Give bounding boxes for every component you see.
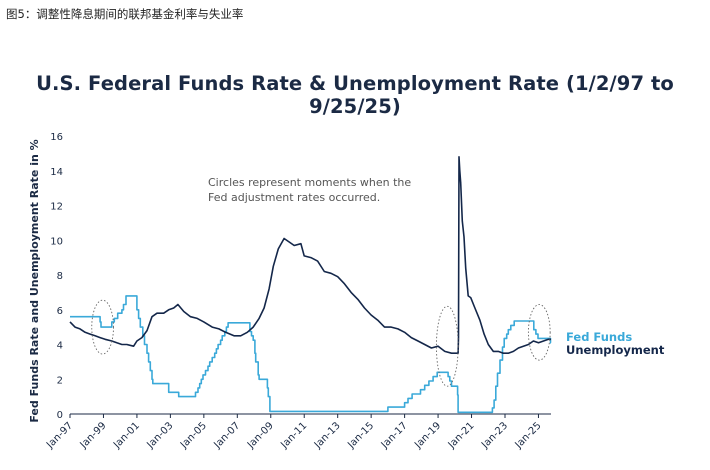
y-tick-label: 0	[57, 410, 63, 421]
x-tick-label: Jan-25	[513, 420, 544, 451]
series-line-unemployment	[69, 156, 551, 354]
y-tick-label: 12	[50, 202, 63, 213]
x-tick-label: Jan-13	[312, 420, 343, 451]
x-axis-ticks: Jan-97 Jan-99 Jan-01 Jan-03 Jan-05 Jan-07 Jan-…	[44, 414, 544, 451]
legend-unemployment: Unemployment	[566, 343, 665, 357]
y-axis-ticks: 0 2 4 6 8 10 12 14 16	[50, 132, 63, 421]
x-tick-label: Jan-01	[111, 420, 142, 451]
annotation-circle	[527, 304, 551, 361]
series-group	[69, 156, 552, 414]
x-tick-label: Jan-09	[245, 420, 276, 451]
x-tick-label: Jan-97	[44, 420, 75, 451]
x-tick-label: Jan-19	[412, 420, 443, 451]
y-tick-label: 10	[50, 236, 63, 247]
y-tick-label: 14	[50, 167, 63, 178]
x-tick-label: Jan-11	[278, 420, 309, 451]
x-tick-label: Jan-15	[345, 420, 376, 451]
y-axis-label: Fed Funds Rate and Unemployment Rate in …	[28, 139, 41, 422]
chart-title: U.S. Federal Funds Rate & Unemployment R…	[36, 72, 674, 118]
y-tick-label: 2	[57, 375, 63, 386]
series-line-fed-funds	[70, 295, 552, 414]
legend-fed-funds: Fed Funds	[566, 330, 632, 344]
figure-caption: 图5：调整性降息期间的联邦基金利率与失业率	[6, 7, 244, 21]
annotation-circles	[91, 299, 551, 387]
annotation-circle	[91, 299, 114, 355]
x-tick-label: Jan-07	[211, 420, 242, 451]
annotation-circle	[435, 305, 459, 387]
x-tick-label: Jan-99	[78, 420, 109, 451]
y-tick-label: 16	[50, 132, 63, 143]
x-tick-label: Jan-03	[145, 420, 176, 451]
x-tick-label: Jan-21	[446, 420, 477, 451]
x-tick-label: Jan-05	[178, 420, 209, 451]
x-tick-label: Jan-23	[479, 420, 510, 451]
y-tick-label: 6	[57, 306, 63, 317]
y-tick-label: 8	[57, 271, 63, 282]
annotation-line-1: Circles represent moments when the	[208, 176, 411, 189]
annotation-line-2: Fed adjustment rates occurred.	[208, 191, 380, 204]
y-tick-label: 4	[57, 341, 63, 352]
x-tick-label: Jan-17	[379, 420, 410, 451]
